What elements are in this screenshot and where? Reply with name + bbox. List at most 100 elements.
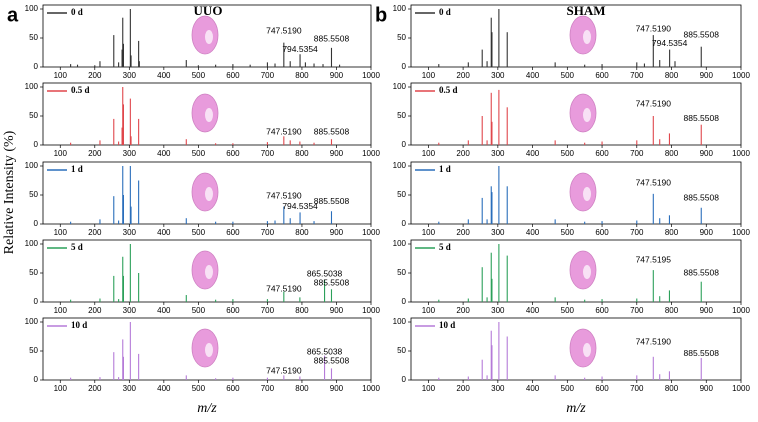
x-tick-label: 500: [561, 228, 575, 237]
x-tick-label: 400: [157, 71, 171, 80]
x-tick-label: 500: [561, 384, 575, 393]
peak-annotation: 747.5190: [266, 283, 302, 293]
peak-annotation: 865.5038: [307, 346, 343, 356]
x-tick-label: 500: [561, 306, 575, 315]
y-tick-label: 100: [393, 317, 407, 326]
x-tick-label: 100: [54, 384, 68, 393]
x-tick-label: 800: [665, 149, 679, 158]
y-tick-label: 50: [29, 190, 38, 199]
y-tick-label: 50: [29, 346, 38, 355]
peak-annotation: 747.5195: [636, 254, 672, 264]
x-tick-label: 900: [700, 384, 714, 393]
x-tick-label: 1000: [362, 306, 380, 315]
y-tick-label: 100: [393, 239, 407, 248]
x-tick-label: 800: [295, 149, 309, 158]
x-tick-label: 1000: [732, 384, 750, 393]
peak-annotation: 794.5354: [282, 201, 318, 211]
x-tick-label: 1000: [362, 384, 380, 393]
x-tick-label: 600: [226, 228, 240, 237]
x-tick-label: 200: [88, 228, 102, 237]
y-tick-label: 0: [34, 140, 39, 149]
x-tick-label: 700: [261, 306, 275, 315]
y-tick-label: 100: [25, 4, 39, 13]
x-tick-label: 1000: [732, 71, 750, 80]
peak-annotation: 885.5508: [314, 126, 350, 136]
y-tick-label: 100: [393, 82, 407, 91]
peak-annotation: 794.5354: [652, 38, 688, 48]
x-tick-label: 300: [123, 71, 137, 80]
x-tick-label: 600: [226, 149, 240, 158]
peak-annotation: 885.5508: [314, 33, 350, 43]
peak-annotation: 747.5190: [266, 190, 302, 200]
x-tick-label: 600: [226, 71, 240, 80]
x-tick-label: 400: [157, 149, 171, 158]
x-tick-label: 200: [456, 384, 470, 393]
x-tick-label: 300: [491, 228, 505, 237]
y-tick-label: 0: [34, 219, 39, 228]
legend-label: 0.5 d: [71, 85, 90, 95]
tissue-image: [583, 187, 591, 201]
x-tick-label: 900: [700, 71, 714, 80]
legend-label: 1 d: [71, 164, 83, 174]
x-tick-label: 700: [630, 149, 644, 158]
x-tick-label: 400: [157, 384, 171, 393]
y-tick-label: 100: [25, 239, 39, 248]
x-axis-label: m/z: [566, 401, 586, 416]
x-tick-label: 600: [226, 384, 240, 393]
panel-title: UUO: [194, 3, 223, 18]
legend-label: 0 d: [439, 7, 451, 17]
x-tick-label: 800: [295, 384, 309, 393]
peak-annotation: 794.5354: [282, 44, 318, 54]
y-tick-label: 100: [25, 82, 39, 91]
x-tick-label: 100: [54, 71, 68, 80]
y-tick-label: 0: [34, 297, 39, 306]
x-tick-label: 1000: [362, 71, 380, 80]
legend-label: 1 d: [439, 164, 451, 174]
x-tick-label: 300: [123, 384, 137, 393]
peak-annotation: 747.5190: [266, 366, 302, 376]
y-tick-label: 0: [402, 375, 407, 384]
x-tick-label: 100: [422, 149, 436, 158]
plot-frame: [410, 317, 742, 381]
x-tick-label: 900: [700, 228, 714, 237]
tissue-image: [569, 93, 597, 133]
x-tick-label: 800: [665, 306, 679, 315]
tissue-image: [583, 343, 591, 357]
y-tick-label: 100: [25, 317, 39, 326]
y-tick-label: 0: [402, 62, 407, 71]
x-tick-label: 200: [88, 149, 102, 158]
plot-frame: [42, 317, 372, 381]
peak-annotation: 747.5190: [636, 337, 672, 347]
peak-annotation: 747.5190: [636, 178, 672, 188]
y-tick-label: 0: [402, 140, 407, 149]
x-tick-label: 600: [595, 384, 609, 393]
x-tick-label: 600: [595, 149, 609, 158]
x-tick-label: 300: [491, 149, 505, 158]
x-tick-label: 700: [630, 384, 644, 393]
tissue-image: [191, 15, 219, 55]
x-tick-label: 800: [665, 384, 679, 393]
peak-annotation: 747.5190: [266, 25, 302, 35]
x-tick-label: 300: [491, 306, 505, 315]
peak-annotation: 747.5190: [636, 24, 672, 34]
x-tick-label: 900: [330, 384, 344, 393]
x-tick-label: 100: [54, 228, 68, 237]
plot-frame: [42, 161, 372, 225]
x-tick-label: 100: [422, 71, 436, 80]
x-tick-label: 100: [54, 149, 68, 158]
y-tick-label: 100: [393, 4, 407, 13]
legend-label: 0 d: [71, 7, 83, 17]
x-tick-label: 600: [595, 306, 609, 315]
plot-frame: [42, 82, 372, 146]
x-tick-label: 900: [330, 228, 344, 237]
tissue-image: [583, 108, 591, 122]
x-tick-label: 800: [295, 306, 309, 315]
y-tick-label: 0: [34, 375, 39, 384]
tissue-image: [191, 250, 219, 290]
legend-label: 5 d: [439, 242, 451, 252]
y-tick-label: 50: [29, 33, 38, 42]
y-tick-label: 0: [402, 219, 407, 228]
x-tick-label: 200: [88, 306, 102, 315]
x-tick-label: 100: [422, 384, 436, 393]
